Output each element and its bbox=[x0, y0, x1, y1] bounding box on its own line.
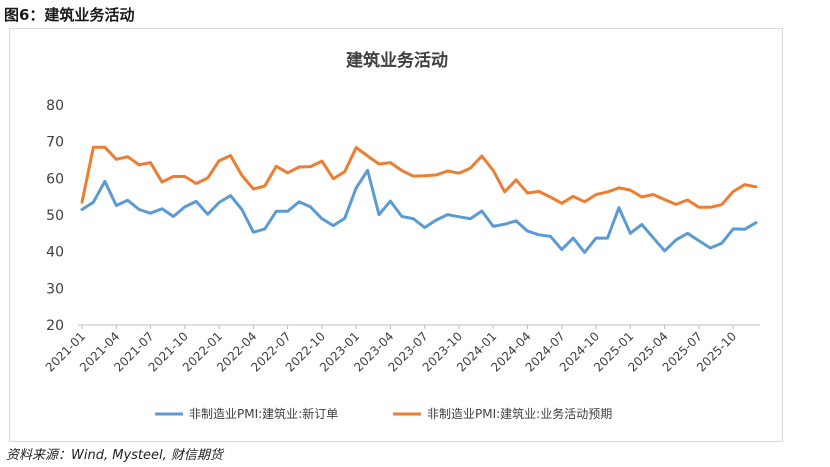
legend: 非制造业PMI:建筑业:新订单 非制造业PMI:建筑业:业务活动预期 bbox=[155, 406, 612, 421]
chart-frame bbox=[9, 28, 783, 442]
x-axis: 2021-012021-042021-072021-102022-012022-… bbox=[43, 324, 760, 375]
y-tick-label: 50 bbox=[46, 208, 64, 224]
legend-label: 非制造业PMI:建筑业:业务活动预期 bbox=[427, 406, 612, 421]
y-tick-label: 60 bbox=[46, 171, 64, 187]
series-line-business-expectations bbox=[80, 145, 758, 209]
y-tick-label: 20 bbox=[46, 318, 64, 334]
source-note: 资料来源：Wind, Mysteel, 财信期货 bbox=[6, 448, 223, 463]
y-axis: 20 30 40 50 60 70 80 bbox=[46, 98, 64, 334]
y-tick-label: 40 bbox=[46, 245, 64, 261]
figure-caption: 图6：建筑业务活动 bbox=[4, 6, 135, 24]
series-line-new-orders bbox=[80, 168, 758, 254]
y-tick-label: 30 bbox=[46, 281, 64, 297]
legend-label: 非制造业PMI:建筑业:新订单 bbox=[189, 406, 338, 421]
y-tick-label: 80 bbox=[46, 98, 64, 114]
chart-title: 建筑业务活动 bbox=[346, 50, 448, 71]
series-layer bbox=[80, 145, 758, 254]
y-tick-label: 70 bbox=[46, 135, 64, 151]
